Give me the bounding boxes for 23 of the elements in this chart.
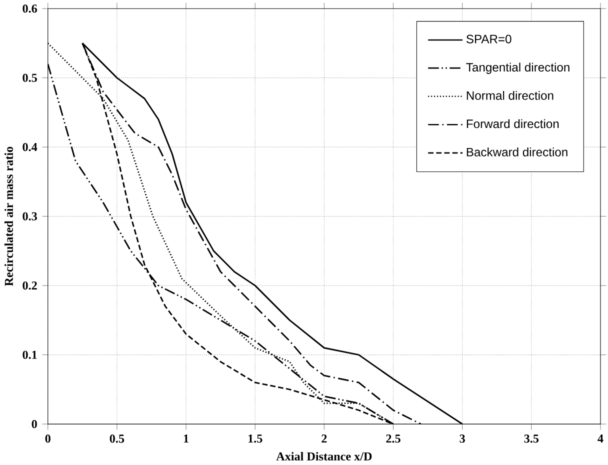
legend-label: Forward direction [466, 119, 559, 128]
x-tick-label: 2 [322, 434, 327, 443]
x-tick-label: 1 [184, 434, 188, 443]
x-tick-label: 4 [598, 434, 604, 443]
x-tick-label: 1.5 [248, 434, 262, 443]
y-axis-title: Recirculated air mass ratio [4, 146, 14, 286]
x-tick-label: 0.5 [110, 434, 124, 443]
x-tick-label: 3 [460, 434, 465, 443]
legend-label: Normal direction [466, 90, 554, 100]
legend-label: SPAR=0 [466, 34, 512, 44]
x-tick-label: 0 [45, 434, 50, 443]
y-tick-label: 0.3 [22, 212, 37, 220]
y-tick-label: 0.2 [22, 281, 37, 290]
y-tick-label: 0.6 [22, 4, 38, 13]
y-tick-label: 0.4 [22, 142, 38, 152]
legend-label: Backward direction [466, 147, 568, 156]
y-tick-label: 0 [32, 420, 37, 428]
y-tick-label: 0.1 [22, 350, 37, 359]
y-tick-label: 0.5 [22, 74, 37, 82]
legend-label: Tangential direction [466, 62, 570, 74]
x-axis-title: Axial Distance x/D [276, 452, 372, 461]
x-tick-label: 2.5 [386, 434, 400, 443]
x-tick-label: 3.5 [524, 434, 539, 443]
